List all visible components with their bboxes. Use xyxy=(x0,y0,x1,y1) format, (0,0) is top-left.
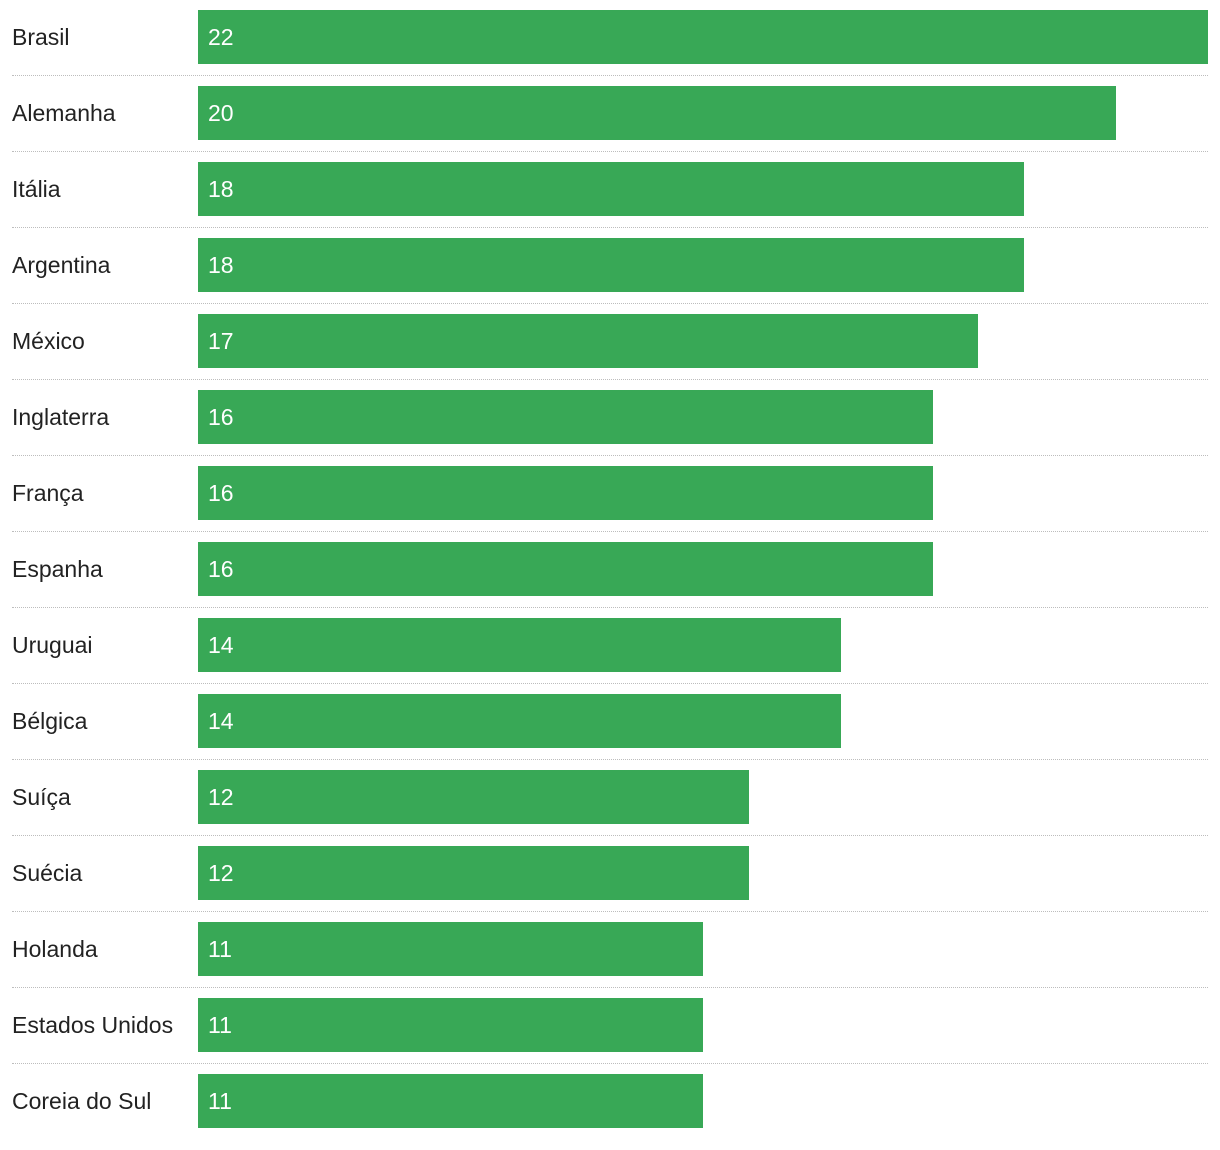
bar-row: Suécia 12 xyxy=(0,846,1220,922)
row-divider xyxy=(12,1063,1208,1064)
bar: 11 xyxy=(198,998,703,1052)
category-label: Brasil xyxy=(12,24,70,50)
row-divider xyxy=(12,911,1208,912)
category-label: México xyxy=(12,328,85,354)
bar: 16 xyxy=(198,466,933,520)
bar-row: Suíça 12 xyxy=(0,770,1220,846)
category-label: Suíça xyxy=(12,784,71,810)
bar-row: Coreia do Sul 11 xyxy=(0,1074,1220,1150)
row-divider xyxy=(12,455,1208,456)
bar: 14 xyxy=(198,618,841,672)
row-divider xyxy=(12,531,1208,532)
bar-value-label: 11 xyxy=(208,1012,232,1038)
category-label: Itália xyxy=(12,176,61,202)
row-divider xyxy=(12,379,1208,380)
category-label: Espanha xyxy=(12,556,103,582)
row-divider xyxy=(12,151,1208,152)
bar-value-label: 14 xyxy=(208,708,234,734)
bar-value-label: 18 xyxy=(208,252,234,278)
bar: 11 xyxy=(198,922,703,976)
bar: 22 xyxy=(198,10,1208,64)
bar-value-label: 14 xyxy=(208,632,234,658)
category-label: Holanda xyxy=(12,936,98,962)
bar-value-label: 16 xyxy=(208,480,234,506)
bar-row: Alemanha 20 xyxy=(0,86,1220,162)
bar: 18 xyxy=(198,238,1024,292)
category-label: Estados Unidos xyxy=(12,1012,174,1038)
bar: 20 xyxy=(198,86,1116,140)
category-label: Argentina xyxy=(12,252,111,278)
row-divider xyxy=(12,303,1208,304)
bar-value-label: 20 xyxy=(208,100,234,126)
row-divider xyxy=(12,987,1208,988)
category-label: Alemanha xyxy=(12,100,116,126)
bar-row: Argentina 18 xyxy=(0,238,1220,314)
category-label: Suécia xyxy=(12,860,83,886)
bar-row: Espanha 16 xyxy=(0,542,1220,618)
bar-value-label: 18 xyxy=(208,176,234,202)
bar: 11 xyxy=(198,1074,703,1128)
bar: 12 xyxy=(198,770,749,824)
bar-row: Brasil 22 xyxy=(0,10,1220,86)
bar: 17 xyxy=(198,314,978,368)
category-label: Uruguai xyxy=(12,632,93,658)
row-divider xyxy=(12,683,1208,684)
bar: 12 xyxy=(198,846,749,900)
row-divider xyxy=(12,835,1208,836)
row-divider xyxy=(12,227,1208,228)
bar-value-label: 16 xyxy=(208,556,234,582)
row-divider xyxy=(12,75,1208,76)
bar-row: México 17 xyxy=(0,314,1220,390)
category-label: França xyxy=(12,480,84,506)
bar: 16 xyxy=(198,390,933,444)
bar-value-label: 16 xyxy=(208,404,234,430)
bar-row: Estados Unidos 11 xyxy=(0,998,1220,1074)
bar: 14 xyxy=(198,694,841,748)
bar-value-label: 22 xyxy=(208,24,234,50)
row-divider xyxy=(12,759,1208,760)
bar-value-label: 12 xyxy=(208,860,234,886)
bar: 16 xyxy=(198,542,933,596)
category-label: Inglaterra xyxy=(12,404,110,430)
bar-value-label: 11 xyxy=(208,936,232,962)
bar-row: Bélgica 14 xyxy=(0,694,1220,770)
category-label: Coreia do Sul xyxy=(12,1088,152,1114)
bar-row: Holanda 11 xyxy=(0,922,1220,998)
category-label: Bélgica xyxy=(12,708,88,734)
bar-value-label: 17 xyxy=(208,328,234,354)
bar-row: Itália 18 xyxy=(0,162,1220,238)
bar: 18 xyxy=(198,162,1024,216)
bar-row: Inglaterra 16 xyxy=(0,390,1220,466)
row-divider xyxy=(12,607,1208,608)
bar-value-label: 11 xyxy=(208,1088,232,1114)
bar-row: Uruguai 14 xyxy=(0,618,1220,694)
bar-row: França 16 xyxy=(0,466,1220,542)
bar-value-label: 12 xyxy=(208,784,234,810)
